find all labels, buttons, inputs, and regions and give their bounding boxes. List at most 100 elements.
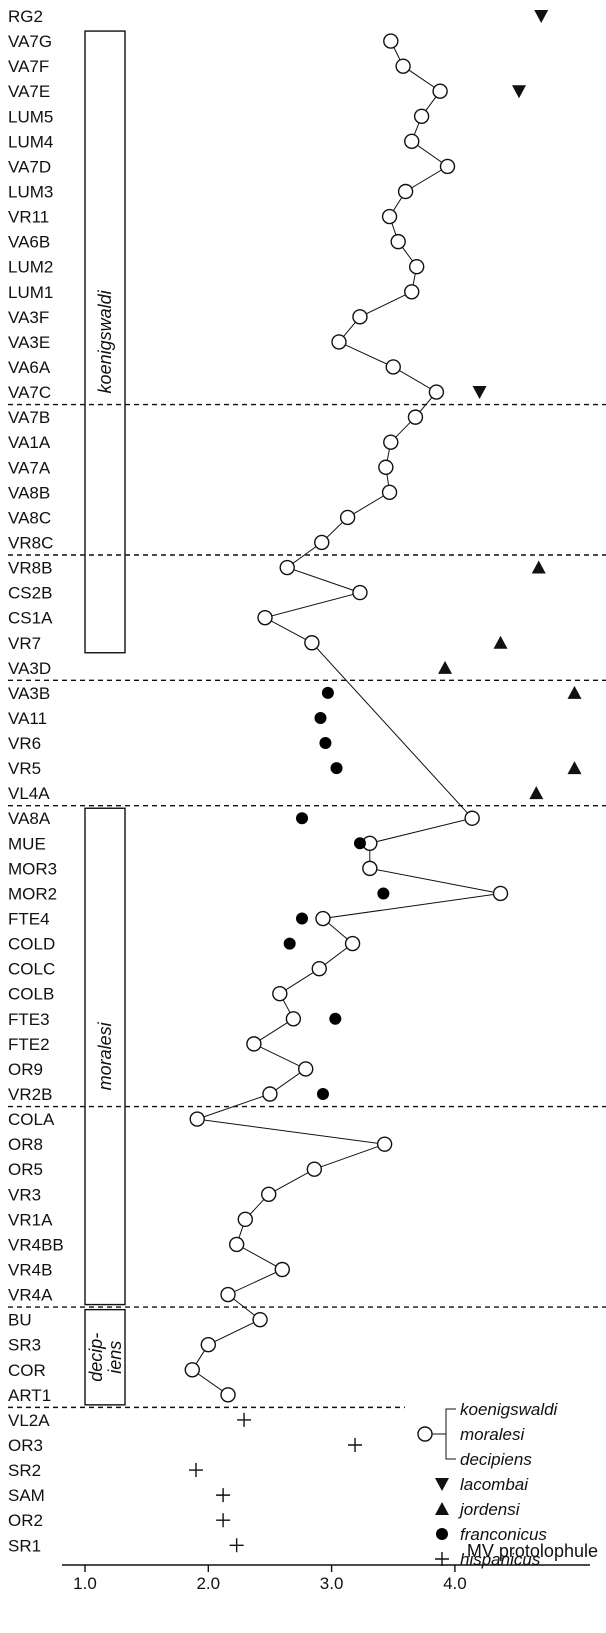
point-open-circle-colc	[311, 960, 327, 977]
point-open-circle-fte4	[315, 910, 331, 927]
legend: koenigswaldi moralesi decipiens lacombai jor…	[417, 1400, 559, 1569]
site-label-vr8b: VR8B	[8, 559, 52, 578]
point-open-circle-or9	[298, 1061, 314, 1077]
point-plus-sr2	[188, 1463, 203, 1478]
point-open-circle-va6a	[385, 359, 401, 375]
site-label-va7a: VA7A	[8, 458, 51, 477]
site-label-sr2: SR2	[8, 1461, 41, 1480]
point-open-circle-cs1a	[257, 609, 273, 626]
series-line	[191, 40, 501, 1396]
point-filled-circle-va8a	[296, 812, 309, 825]
point-plus-sr1	[229, 1538, 244, 1553]
point-open-circle-lum2	[408, 259, 425, 275]
point-plus-or3	[348, 1437, 363, 1452]
site-label-va7f: VA7F	[8, 57, 49, 76]
site-label-vr2b: VR2B	[8, 1085, 52, 1104]
point-filled-circle-mor2	[377, 887, 390, 900]
point-open-circle-vr3	[261, 1186, 277, 1202]
point-plus-or2	[216, 1513, 231, 1528]
point-open-circle-va3e	[331, 334, 347, 350]
point-open-circle-mor3	[362, 860, 378, 877]
point-open-circle-fte3	[285, 1011, 302, 1027]
point-filled-circle-vr5	[330, 762, 343, 775]
site-label-va7d: VA7D	[8, 157, 51, 176]
point-open-circle-vr2b	[262, 1086, 278, 1102]
point-up-triangle-vr5	[567, 761, 582, 775]
site-label-vr8c: VR8C	[8, 533, 53, 552]
zone-label-moralesi: moralesi	[95, 1021, 115, 1090]
x-tick-label: 2.0	[196, 1574, 220, 1593]
point-down-triangle-rg2	[534, 10, 549, 23]
point-filled-circle-fte4	[296, 912, 309, 925]
legend-marker-jordensi	[435, 1502, 449, 1515]
point-open-circle-mor2	[492, 885, 509, 902]
site-label-art1: ART1	[8, 1386, 51, 1405]
point-open-circle-va8b	[381, 484, 398, 501]
point-open-circle-va7d	[439, 158, 456, 175]
zone-boxes: koenigswaldi moralesi decip-iens	[84, 30, 126, 1406]
site-label-va3f: VA3F	[8, 308, 49, 327]
site-label-va3b: VA3B	[8, 684, 50, 703]
point-open-circle-or5	[306, 1161, 323, 1177]
point-open-circle-or8	[376, 1136, 393, 1152]
point-open-circle-va1a	[383, 434, 399, 450]
site-label-vr4bb: VR4BB	[8, 1235, 64, 1254]
point-open-circle-va3f	[352, 309, 368, 325]
legend-label-hispanicus: hispanicus	[460, 1550, 541, 1569]
point-open-circle-vr8b	[279, 559, 295, 576]
point-up-triangle-va3b	[567, 685, 582, 699]
site-label-vr4b: VR4B	[8, 1261, 52, 1280]
point-open-circle-vr8c	[314, 534, 330, 551]
point-open-circle-va8a	[464, 810, 480, 826]
site-label-va6b: VA6B	[8, 233, 50, 252]
point-filled-circle-vr2b	[316, 1088, 329, 1101]
point-filled-circle-cold	[283, 937, 296, 950]
point-open-circle-va7c	[428, 384, 445, 400]
site-label-mor3: MOR3	[8, 859, 57, 878]
point-filled-circle-va3b	[321, 686, 334, 699]
point-down-triangle-va7e	[512, 85, 527, 99]
site-label-vr3: VR3	[8, 1185, 41, 1204]
site-label-vl2a: VL2A	[8, 1411, 50, 1430]
zone-label-koenigswaldi: koenigswaldi	[95, 289, 115, 393]
site-label-vr1a: VR1A	[8, 1210, 53, 1229]
point-open-circle-va7g	[383, 33, 399, 49]
site-label-vr6: VR6	[8, 734, 41, 753]
zone-box-decip-iens	[84, 1308, 126, 1406]
legend-label-decipiens: decipiens	[460, 1450, 532, 1469]
site-label-cor: COR	[8, 1361, 46, 1380]
site-label-vr7: VR7	[8, 634, 41, 653]
zone-box-koenigswaldi	[84, 30, 126, 654]
site-label-va8b: VA8B	[8, 483, 50, 502]
site-label-bu: BU	[8, 1311, 32, 1330]
point-up-triangle-vr8b	[531, 560, 546, 574]
point-down-triangle-va7c	[472, 386, 487, 400]
site-label-lum5: LUM5	[8, 107, 53, 126]
site-label-va7c: VA7C	[8, 383, 51, 402]
legend-marker-franconicus	[436, 1528, 448, 1540]
site-label-va6a: VA6A	[8, 358, 51, 377]
legend-label-moralesi: moralesi	[460, 1425, 525, 1444]
separator-lines	[8, 403, 606, 1409]
site-labels: RG2 VA7G VA7F VA7E LUM5 LUM4 VA7D LUM3 VR11 VA6B L…	[8, 7, 64, 1555]
site-label-or8: OR8	[8, 1135, 43, 1154]
point-open-circle-lum4	[404, 133, 420, 150]
point-open-circle-sr3	[200, 1337, 217, 1353]
site-label-vr4a: VR4A	[8, 1286, 53, 1305]
point-open-circle-va8c	[339, 509, 356, 526]
legend-label-koenigswaldi: koenigswaldi	[460, 1400, 559, 1419]
point-open-circle-va6b	[390, 233, 406, 250]
point-open-circle-cold	[344, 935, 361, 952]
point-open-circle-vr4bb	[228, 1236, 245, 1253]
site-label-va3d: VA3D	[8, 659, 51, 678]
site-label-va8c: VA8C	[8, 508, 51, 527]
point-open-circle-vr4a	[220, 1286, 236, 1303]
point-open-circle-vr1a	[237, 1211, 253, 1228]
site-label-fte4: FTE4	[8, 910, 50, 929]
legend-label-franconicus: franconicus	[460, 1525, 547, 1544]
site-label-lum4: LUM4	[8, 132, 53, 151]
site-label-mor2: MOR2	[8, 884, 57, 903]
point-open-circle-va7f	[395, 58, 411, 74]
x-axis: 1.0 2.0 3.0 4.0MV protolophule	[62, 1541, 598, 1593]
